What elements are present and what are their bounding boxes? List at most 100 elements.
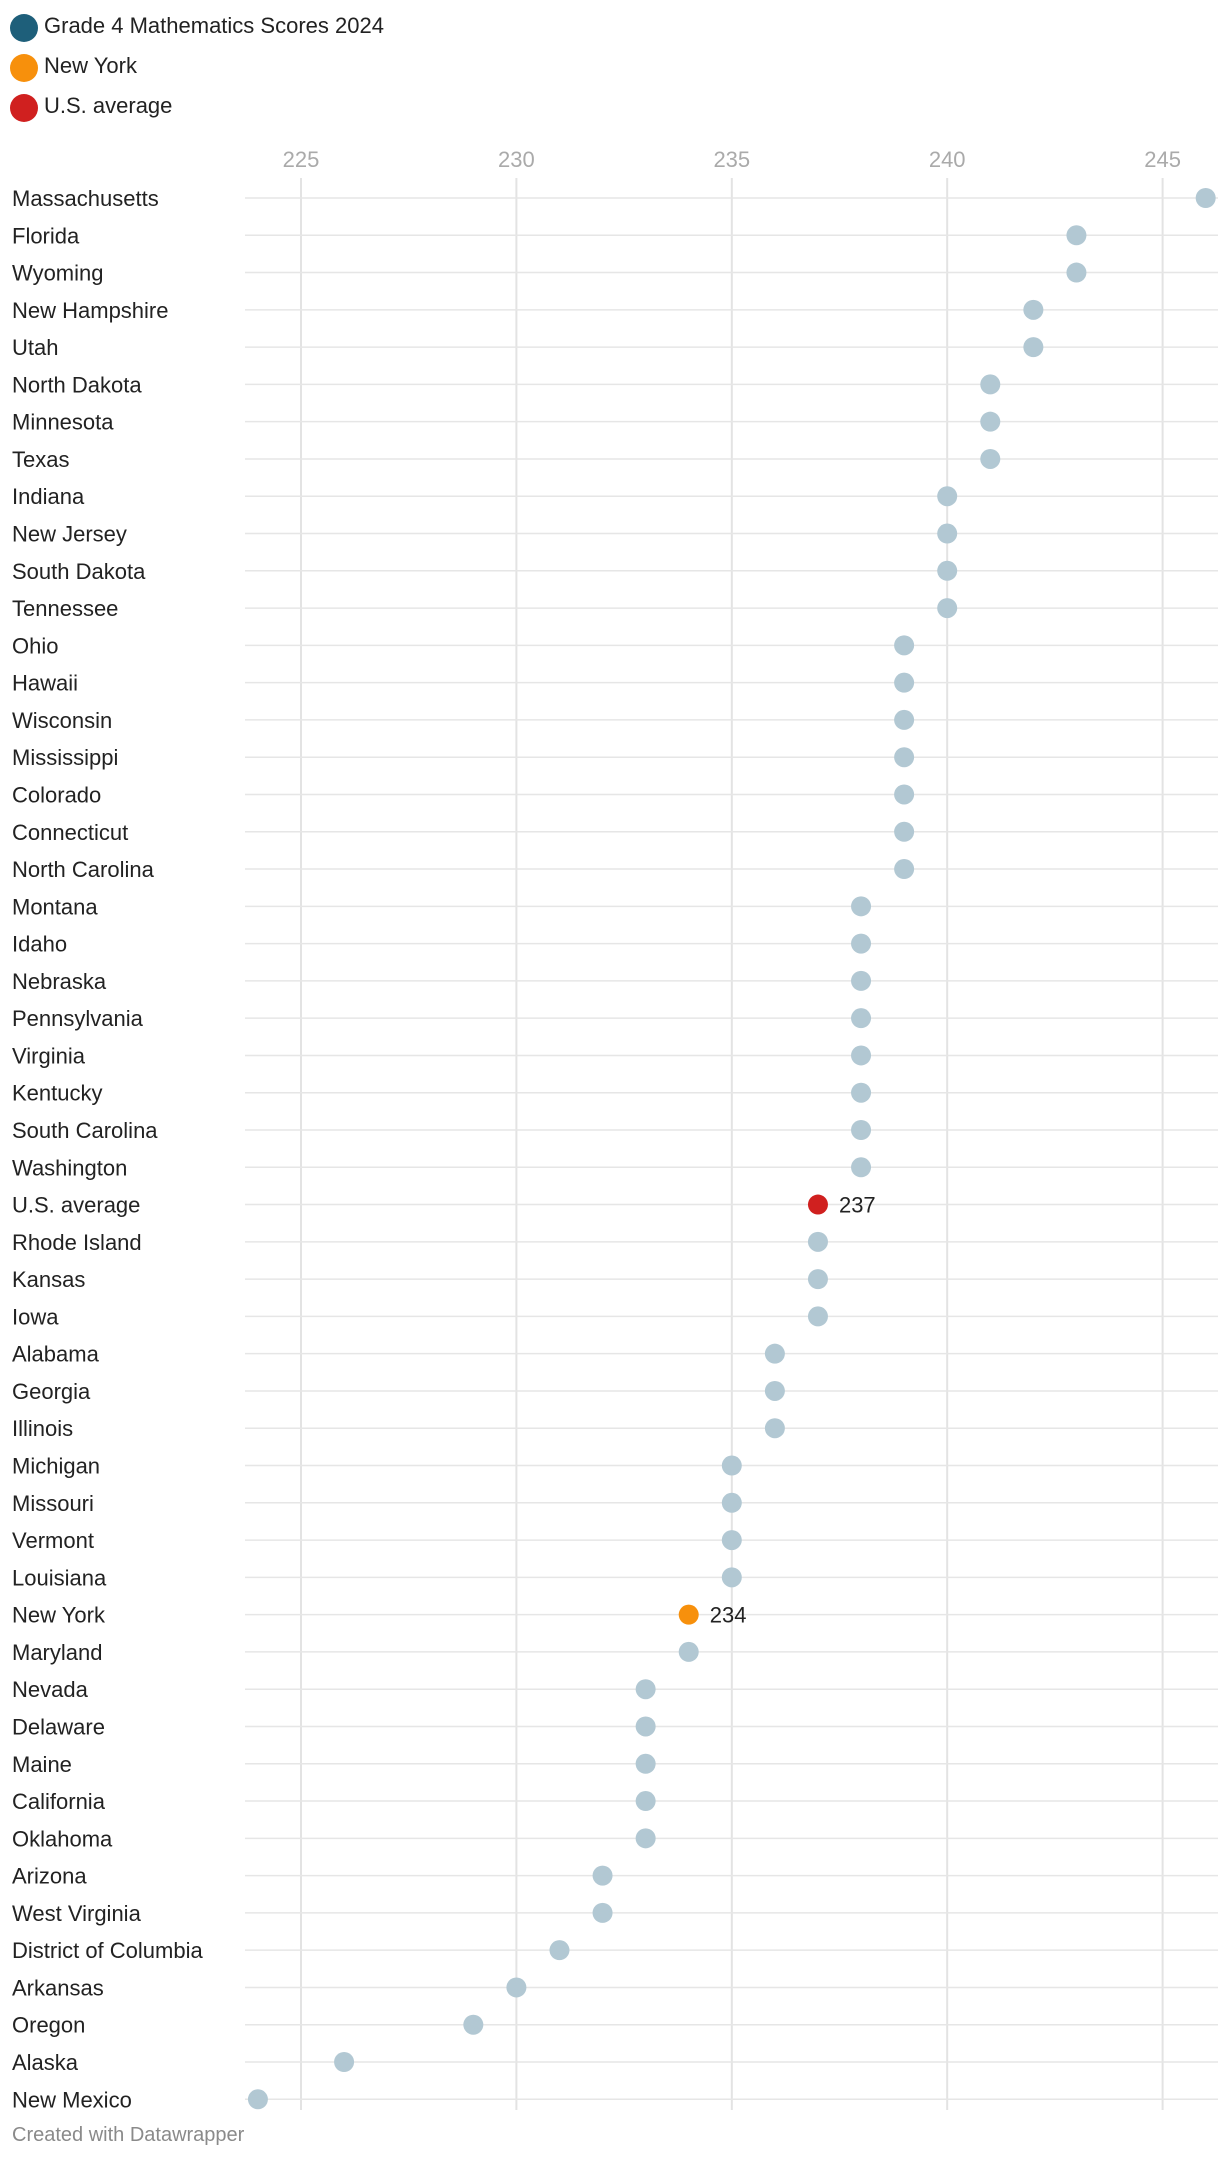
point-new-mexico (247, 2089, 268, 2110)
point-florida (1066, 225, 1087, 246)
point-south-dakota (937, 560, 958, 581)
row-label-montana: Montana (12, 894, 98, 919)
point-north-carolina (894, 859, 915, 880)
point-oregon (463, 2014, 484, 2035)
point-massachusetts (1195, 188, 1216, 208)
row-label-california: California (12, 1789, 106, 1814)
row-label-virginia: Virginia (12, 1043, 86, 1068)
point-arizona (592, 1865, 613, 1886)
row-label-maine: Maine (12, 1752, 72, 1777)
point-nebraska (851, 970, 872, 991)
legend-label-new-york: New York (44, 53, 137, 78)
row-label-u-s-average: U.S. average (12, 1193, 140, 1218)
row-label-kansas: Kansas (12, 1267, 85, 1292)
row-label-new-york: New York (12, 1603, 106, 1628)
point-south-carolina (851, 1120, 872, 1140)
point-nevada (635, 1679, 656, 1700)
row-label-georgia: Georgia (12, 1379, 91, 1404)
point-district-of-columbia (549, 1940, 570, 1961)
legend-label-grade4-scores: Grade 4 Mathematics Scores 2024 (44, 13, 384, 38)
row-label-ohio: Ohio (12, 633, 58, 658)
point-indiana (937, 486, 958, 507)
row-label-idaho: Idaho (12, 932, 67, 957)
row-label-alabama: Alabama (12, 1342, 100, 1367)
x-tick-label-245: 245 (1144, 147, 1181, 172)
row-label-arizona: Arizona (12, 1864, 87, 1889)
row-label-new-hampshire: New Hampshire (12, 298, 169, 323)
row-label-oklahoma: Oklahoma (12, 1826, 113, 1851)
point-wisconsin (894, 709, 915, 730)
row-label-new-jersey: New Jersey (12, 522, 127, 547)
point-kentucky (851, 1082, 872, 1103)
legend-swatch-us-average (10, 94, 38, 122)
row-label-arkansas: Arkansas (12, 1975, 104, 2000)
point-alaska (334, 2052, 355, 2072)
row-label-kentucky: Kentucky (12, 1081, 103, 1106)
row-label-michigan: Michigan (12, 1454, 100, 1479)
row-label-colorado: Colorado (12, 782, 101, 807)
data-label-new-york: 234 (710, 1603, 747, 1628)
point-iowa (807, 1306, 828, 1327)
point-vermont (721, 1530, 742, 1551)
row-label-maryland: Maryland (12, 1640, 102, 1665)
point-utah (1023, 337, 1044, 358)
point-virginia (851, 1045, 872, 1066)
row-label-mississippi: Mississippi (12, 745, 118, 770)
point-montana (851, 896, 872, 917)
row-label-utah: Utah (12, 335, 58, 360)
dot-plot-chart: 225 230 235 240 245 Massachusetts Florida Wyomi… (12, 147, 1218, 2110)
point-louisiana (721, 1567, 742, 1588)
legend-swatch-grade4-scores (10, 14, 38, 42)
point-maryland (678, 1641, 699, 1662)
row-label-wisconsin: Wisconsin (12, 708, 112, 733)
point-ohio (894, 635, 915, 656)
row-label-iowa: Iowa (12, 1304, 59, 1329)
point-wyoming (1066, 262, 1087, 283)
row-label-rhode-island: Rhode Island (12, 1230, 142, 1255)
row-label-tennessee: Tennessee (12, 596, 118, 621)
point-mississippi (894, 747, 915, 768)
point-new-york (678, 1604, 699, 1625)
point-alabama (764, 1343, 785, 1364)
point-new-jersey (937, 523, 958, 544)
row-label-louisiana: Louisiana (12, 1565, 107, 1590)
legend-swatch-new-york (10, 54, 38, 82)
x-tick-label-240: 240 (929, 147, 966, 172)
row-label-nebraska: Nebraska (12, 969, 107, 994)
point-missouri (721, 1492, 742, 1513)
point-hawaii (894, 672, 915, 693)
row-label-florida: Florida (12, 223, 80, 248)
legend-label-us-average: U.S. average (44, 93, 173, 118)
row-label-pennsylvania: Pennsylvania (12, 1006, 144, 1031)
point-kansas (807, 1269, 828, 1290)
point-west-virginia (592, 1902, 613, 1923)
point-new-hampshire (1023, 299, 1044, 320)
row-label-south-dakota: South Dakota (12, 559, 146, 584)
row-label-vermont: Vermont (12, 1528, 94, 1553)
point-rhode-island (807, 1231, 828, 1252)
point-texas (980, 448, 1001, 469)
row-label-north-dakota: North Dakota (12, 372, 142, 397)
row-label-wyoming: Wyoming (12, 261, 104, 286)
row-label-massachusetts: Massachusetts (12, 186, 159, 211)
point-colorado (894, 784, 915, 805)
row-label-district-of-columbia: District of Columbia (12, 1938, 203, 1963)
point-pennsylvania (851, 1008, 872, 1029)
row-label-texas: Texas (12, 447, 69, 472)
row-label-south-carolina: South Carolina (12, 1118, 158, 1143)
row-label-oregon: Oregon (12, 2013, 85, 2038)
x-tick-label-225: 225 (283, 147, 320, 172)
point-illinois (764, 1418, 785, 1439)
x-tick-label-230: 230 (498, 147, 535, 172)
row-label-new-mexico: New Mexico (12, 2087, 132, 2110)
point-idaho (851, 933, 872, 954)
row-label-washington: Washington (12, 1155, 127, 1180)
row-label-missouri: Missouri (12, 1491, 94, 1516)
point-delaware (635, 1716, 656, 1737)
row-label-hawaii: Hawaii (12, 671, 78, 696)
x-tick-label-235: 235 (713, 147, 750, 172)
row-label-nevada: Nevada (12, 1677, 89, 1702)
point-michigan (721, 1455, 742, 1476)
row-label-connecticut: Connecticut (12, 820, 128, 845)
point-north-dakota (980, 374, 1001, 395)
